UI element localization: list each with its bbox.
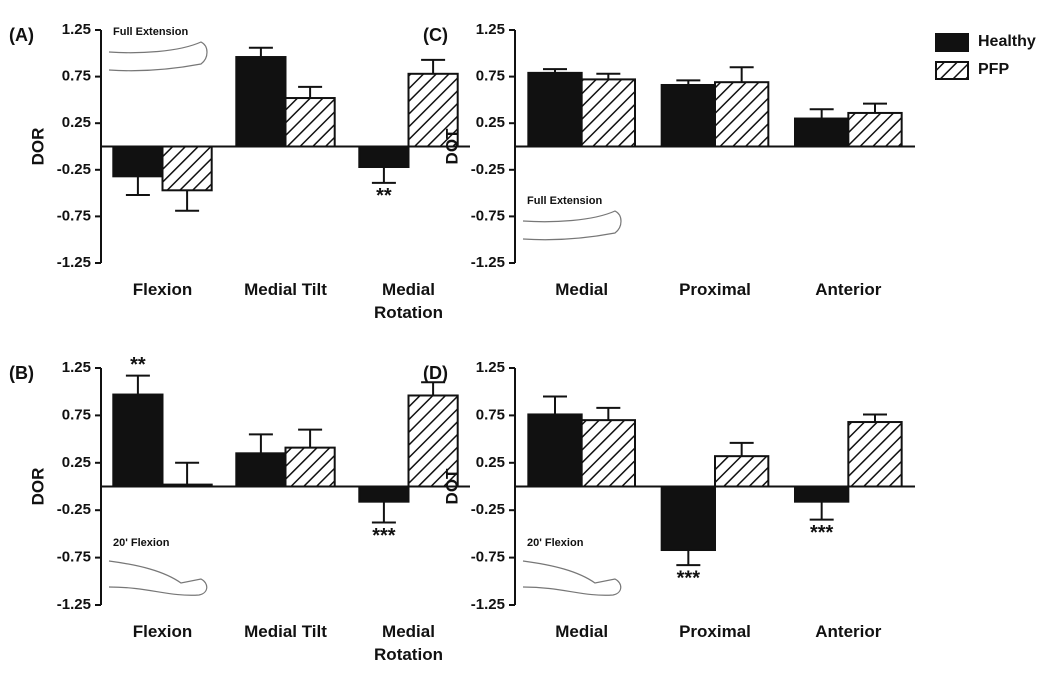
y-axis-label: DOT (442, 468, 461, 505)
y-tick-label: -1.25 (471, 596, 505, 613)
significance-label: ** (130, 354, 146, 376)
legend-label: Healthy (978, 33, 1036, 50)
x-tick-label: Medial Tilt (244, 622, 327, 641)
bar (527, 413, 583, 488)
leg-illustration (108, 41, 208, 72)
bar (235, 56, 287, 148)
x-tick-label: Medial (555, 622, 609, 641)
y-tick-label: 1.25 (476, 359, 505, 376)
y-tick-label: 0.25 (62, 454, 91, 471)
bar (284, 446, 336, 488)
x-tick-label: Medial Rotation (374, 622, 443, 664)
y-axis-label: DOR (28, 468, 47, 506)
x-tick-label: Flexion (132, 280, 193, 299)
bar (794, 117, 850, 148)
bar (235, 452, 287, 488)
y-tick-label: 1.25 (62, 21, 91, 38)
y-tick-label: -0.25 (471, 161, 505, 178)
y-tick-label: 0.25 (476, 114, 505, 131)
significance-label: ** (376, 185, 392, 207)
bar (527, 71, 583, 148)
bar (580, 78, 637, 148)
significance-label: *** (677, 567, 701, 589)
x-tick-label: Medial Tilt (244, 280, 327, 299)
bar (284, 97, 336, 148)
y-tick-label: -1.25 (57, 596, 91, 613)
bar (794, 485, 850, 503)
x-tick-label: Anterior (815, 622, 882, 641)
y-tick-label: 0.75 (62, 406, 91, 423)
bar (580, 419, 637, 488)
legend-swatch (935, 33, 969, 52)
x-tick-label: Proximal (679, 622, 751, 641)
y-tick-label: -0.25 (57, 501, 91, 518)
significance-label: *** (372, 525, 396, 547)
bar (407, 394, 459, 488)
y-tick-label: 0.75 (62, 68, 91, 85)
legend-swatch (935, 61, 969, 80)
panel-label: (A) (9, 25, 34, 45)
x-tick-label: Proximal (679, 280, 751, 299)
panel-label: (D) (423, 363, 448, 383)
y-tick-label: -0.75 (471, 549, 505, 566)
legend-label: PFP (978, 61, 1009, 78)
y-tick-label: 1.25 (476, 21, 505, 38)
y-tick-label: 0.75 (476, 68, 505, 85)
bar (714, 455, 770, 488)
y-tick-label: -0.75 (471, 207, 505, 224)
y-tick-label: 1.25 (62, 359, 91, 376)
inset-label: Full Extension (527, 195, 602, 207)
y-tick-label: -0.75 (57, 207, 91, 224)
y-tick-label: -0.25 (57, 161, 91, 178)
leg-illustration (522, 560, 622, 596)
inset-label: Full Extension (113, 26, 188, 38)
bar (112, 145, 164, 178)
y-tick-label: -1.25 (471, 254, 505, 271)
leg-illustration (108, 560, 208, 596)
y-tick-label: 0.75 (476, 406, 505, 423)
x-tick-label: Flexion (132, 622, 193, 641)
y-axis-label: DOR (28, 128, 47, 166)
y-tick-label: 0.25 (476, 454, 505, 471)
bar (660, 485, 717, 552)
leg-illustration (522, 210, 622, 241)
y-axis-label: DOT (442, 128, 461, 165)
bar (358, 485, 410, 503)
significance-label: *** (810, 522, 834, 544)
y-tick-label: -0.25 (471, 501, 505, 518)
bar (660, 83, 717, 148)
bar (714, 81, 770, 148)
inset-label: 20' Flexion (527, 537, 584, 549)
bar (847, 111, 903, 148)
panel-label: (C) (423, 25, 448, 45)
x-tick-label: Medial Rotation (374, 280, 443, 322)
inset-label: 20' Flexion (113, 537, 170, 549)
bar (358, 145, 410, 169)
x-tick-label: Medial (555, 280, 609, 299)
y-tick-label: -0.75 (57, 549, 91, 566)
y-tick-label: -1.25 (57, 254, 91, 271)
panel-label: (B) (9, 363, 34, 383)
bar (112, 393, 164, 488)
y-tick-label: 0.25 (62, 114, 91, 131)
bar (161, 145, 213, 192)
bar (847, 421, 903, 488)
x-tick-label: Anterior (815, 280, 882, 299)
